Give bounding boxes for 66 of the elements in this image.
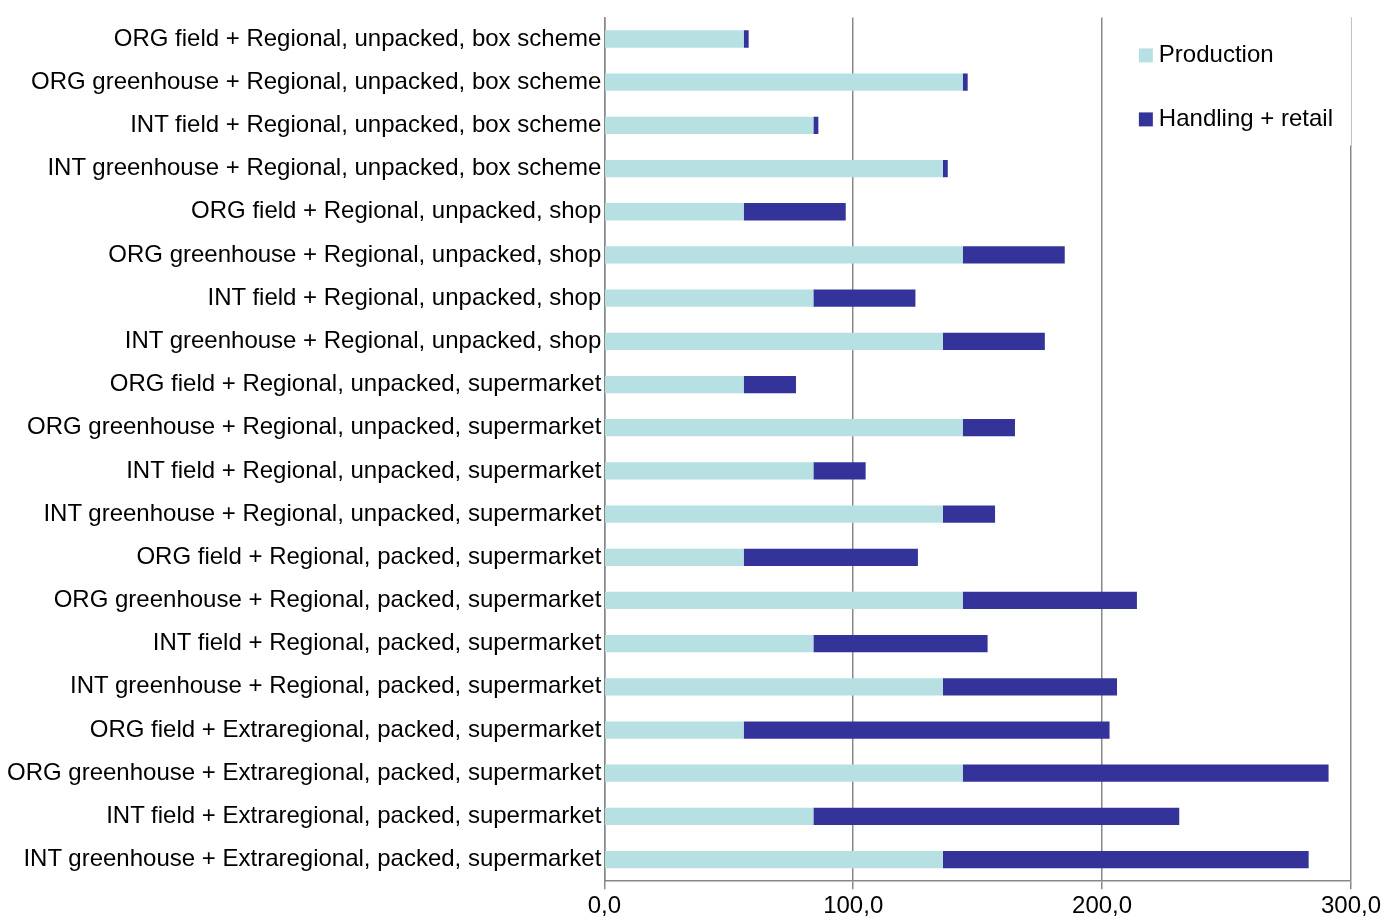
bar (962, 419, 1015, 437)
x-tick-label: 100,0 (823, 891, 884, 919)
bar (962, 246, 1065, 264)
bar (605, 332, 943, 350)
x-tick-label: 300,0 (1320, 891, 1381, 919)
bar (605, 548, 744, 566)
y-tick-label: ORG field + Regional, unpacked, shop (191, 196, 602, 224)
bar (605, 375, 744, 394)
y-tick-label: INT field + Regional, unpacked, box scheme (130, 110, 602, 137)
y-tick-label: INT greenhouse + Extraregional, packed, supermarket (23, 844, 602, 872)
y-tick-label: INT field + Extraregional, packed, supermarket (106, 801, 602, 829)
bar (962, 591, 1137, 610)
bar (942, 505, 996, 523)
bar (605, 116, 814, 135)
y-tick-label: ORG field + Regional, unpacked, box scheme (113, 23, 602, 51)
bar (605, 764, 963, 782)
bar (605, 159, 943, 178)
bar (813, 635, 988, 653)
bar (605, 289, 814, 307)
bar (942, 850, 1309, 869)
y-tick-label: ORG field + Regional, unpacked, supermarket (109, 369, 602, 397)
x-tick-label: 200,0 (1072, 891, 1133, 919)
y-tick-label: ORG field + Regional, packed, supermarket (136, 541, 602, 569)
bar (942, 159, 948, 178)
y-tick-label: ORG greenhouse + Extraregional, packed, supermarket (6, 757, 602, 785)
bar (605, 30, 744, 48)
legend-label: Handling + retail (1158, 104, 1333, 132)
y-tick-label: INT greenhouse + Regional, unpacked, shop (124, 325, 602, 353)
bar (605, 721, 744, 739)
bar (605, 462, 814, 480)
bar (605, 807, 814, 826)
bar (813, 289, 916, 307)
bar (605, 505, 943, 523)
y-tick-label: INT greenhouse + Regional, packed, supermarket (70, 671, 602, 699)
x-tick-label: 0,0 (587, 891, 621, 919)
bar (605, 203, 744, 221)
y-tick-label: ORG greenhouse + Regional, unpacked, shop (108, 239, 602, 267)
legend-label: Production (1158, 40, 1274, 68)
y-tick-label: INT field + Regional, packed, supermarket (152, 628, 602, 656)
bar (813, 116, 819, 135)
bar (942, 332, 1045, 350)
bar (813, 462, 866, 480)
y-tick-label: ORG greenhouse + Regional, packed, supermarket (53, 585, 602, 613)
bar (743, 203, 846, 221)
bar (942, 678, 1118, 696)
bar (743, 721, 1110, 739)
bar (605, 678, 943, 696)
y-tick-label: ORG greenhouse + Regional, unpacked, box scheme (30, 66, 602, 94)
y-tick-label: INT field + Regional, unpacked, shop (207, 282, 602, 310)
y-tick-label: INT field + Regional, unpacked, supermarket (126, 455, 602, 483)
bar (605, 850, 943, 869)
y-tick-label: INT greenhouse + Regional, unpacked, box scheme (47, 153, 602, 181)
bar (605, 246, 963, 264)
bar (743, 548, 918, 566)
bar (962, 73, 968, 91)
bar (813, 807, 1180, 826)
bar (605, 591, 963, 610)
y-tick-label: INT greenhouse + Regional, unpacked, supermarket (43, 498, 602, 526)
bar (605, 635, 814, 653)
y-tick-label: ORG greenhouse + Regional, unpacked, supermarket (26, 412, 602, 440)
bar (605, 73, 963, 91)
bar (962, 764, 1329, 782)
bar (605, 419, 963, 437)
bar (743, 30, 749, 48)
y-tick-label: ORG field + Extraregional, packed, supermarket (89, 714, 602, 742)
bar (743, 375, 796, 394)
